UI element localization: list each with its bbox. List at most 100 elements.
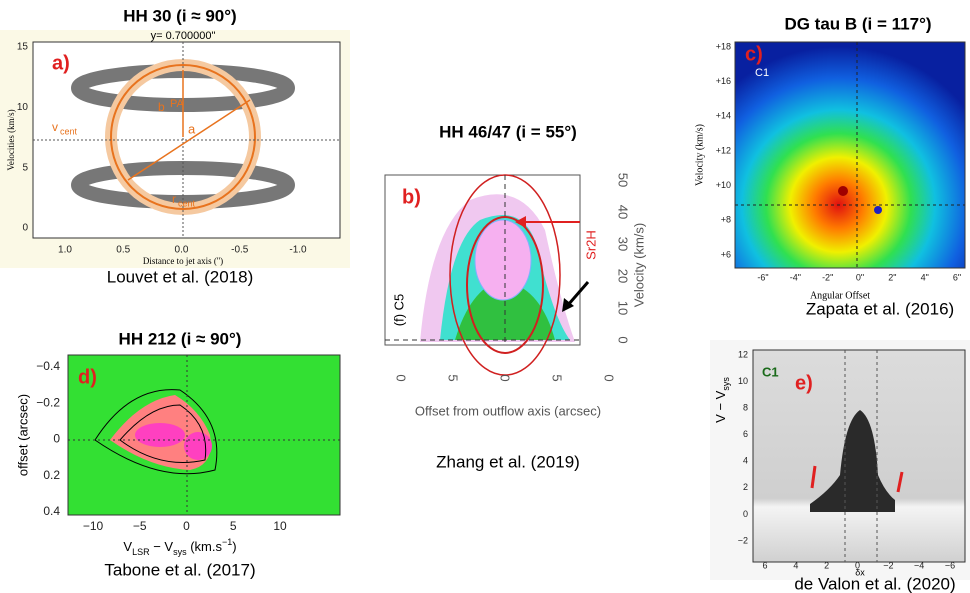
x-tick-label: 0 — [602, 374, 617, 381]
y-tick-label: 50 — [616, 173, 631, 187]
label-subscript: LSR — [132, 547, 150, 557]
x-tick-label: 5 — [446, 374, 461, 381]
panel-title: DG tau B (i = 117°) — [784, 14, 931, 33]
y-tick-label: −2 — [738, 535, 748, 545]
caption: Tabone et al. (2017) — [104, 560, 255, 579]
emission-core — [135, 423, 185, 447]
x-axis-label: Offset from outflow axis (arcsec) — [415, 403, 601, 418]
annotation: v — [52, 120, 58, 134]
arrowhead — [562, 298, 574, 312]
x-tick-label: 0 — [183, 519, 190, 533]
y-tick-label: +18 — [716, 41, 731, 51]
y-tick-label: 10 — [738, 376, 748, 386]
x-tick-label: 4 — [793, 560, 798, 570]
annotation: b — [158, 100, 165, 114]
arrow — [810, 465, 817, 489]
y-tick-label: 0 — [616, 336, 631, 343]
y-tick-label: 6 — [743, 429, 748, 439]
y-tick-label: +16 — [716, 76, 731, 86]
x-tick-label: -4" — [790, 272, 801, 282]
y-tick-label: 10 — [17, 102, 29, 113]
annotation: PA — [170, 98, 185, 110]
y-tick-label: 0 — [743, 509, 748, 519]
emission-core — [474, 219, 532, 301]
plot-title: y= 0.700000" — [151, 30, 216, 42]
emission-core — [184, 432, 212, 460]
caption: de Valon et al. (2020) — [794, 574, 955, 593]
arrow — [566, 281, 590, 306]
caption: Louvet et al. (2018) — [107, 267, 253, 286]
x-tick-label: −6 — [945, 560, 955, 570]
y-tick-label: 15 — [17, 42, 29, 53]
y-tick-label: +10 — [716, 180, 731, 190]
y-tick-label: +14 — [716, 111, 731, 121]
y-tick-label: −0.4 — [36, 359, 60, 373]
label-subscript: sys — [721, 377, 731, 391]
panel-d: HH 212 (i ≈ 90°) d) VLSR − Vsys (km.s−1)… — [15, 329, 341, 579]
x-tick-label: 0.0 — [175, 245, 189, 256]
y-tick-label: 0.2 — [43, 468, 60, 482]
panel-sublabel: C1 — [755, 67, 769, 79]
y-tick-label: 8 — [743, 403, 748, 413]
y-tick-label: 12 — [738, 349, 748, 359]
ellipse-fit — [466, 216, 544, 354]
x-tick-label: 2" — [888, 272, 896, 282]
label-part: V − V — [713, 390, 728, 422]
x-tick-label: -0.5 — [231, 245, 249, 256]
label-subscript: sys — [173, 547, 187, 557]
emission — [810, 410, 895, 512]
x-tick-label: 2 — [824, 560, 829, 570]
axis-line — [127, 99, 251, 181]
panel-title: HH 30 (i ≈ 90°) — [123, 6, 236, 25]
arrow — [896, 471, 904, 493]
y-tick-label: 20 — [616, 269, 631, 283]
y-tick-label: 10 — [616, 301, 631, 315]
panel-label: c) — [745, 43, 763, 65]
y-tick-label: 0.4 — [43, 504, 60, 518]
panel-a: HH 30 (i ≈ 90°) y= 0.700000" a) Distance… — [0, 6, 350, 286]
panel-label: a) — [52, 52, 70, 74]
x-axis-label: δx — [855, 567, 865, 577]
y-axis-label: Velocity (km/s) — [631, 223, 646, 308]
y-tick-label: −0.2 — [36, 395, 60, 409]
x-tick-label: −4 — [914, 560, 924, 570]
y-tick-label: 0 — [22, 223, 28, 234]
y-tick-label: 2 — [743, 482, 748, 492]
y-axis-label: Velocity (km/s) — [694, 124, 705, 186]
panel-b: HH 46/47 (i = 55°) b) Sr2H (f) C5 Offset… — [384, 122, 646, 471]
y-tick-label: +8 — [721, 215, 731, 225]
annotation-subscript: cent — [178, 198, 196, 208]
x-tick-label: −5 — [133, 519, 147, 533]
peak — [874, 206, 882, 214]
label-part: − V — [150, 539, 174, 554]
y-axis-label: Velocities (km/s) — [6, 109, 16, 170]
y-tick-label: +12 — [716, 145, 731, 155]
x-tick-label: 5 — [550, 374, 565, 381]
label-part: V — [123, 539, 132, 554]
x-tick-label: -2" — [822, 272, 833, 282]
contour — [94, 389, 218, 475]
y-tick-label: 0 — [53, 432, 60, 446]
x-tick-label: 0 — [394, 374, 409, 381]
x-tick-label: -6" — [757, 272, 768, 282]
y-tick-label: 30 — [616, 237, 631, 251]
annotation: a — [188, 121, 196, 136]
annotation: (f) C5 — [391, 294, 406, 327]
label-part: ) — [232, 539, 236, 554]
y-tick-label: 40 — [616, 205, 631, 219]
panel-label: b) — [402, 186, 421, 208]
ellipse-fit — [110, 64, 256, 210]
contour — [119, 404, 207, 463]
annotation: Sr2H — [583, 230, 598, 260]
label-subscript: −1 — [222, 537, 232, 547]
panel-label: e) — [795, 372, 813, 394]
x-tick-label: 0.5 — [116, 245, 130, 256]
x-axis-label: VLSR − Vsys (km.s−1) — [123, 537, 236, 557]
x-tick-label: 6 — [762, 560, 767, 570]
plot-frame — [734, 41, 966, 269]
x-tick-label: −10 — [83, 519, 104, 533]
annotation-subscript: cent — [60, 126, 78, 136]
label-part: (km.s — [187, 539, 223, 554]
x-tick-label: 0 — [498, 374, 513, 381]
